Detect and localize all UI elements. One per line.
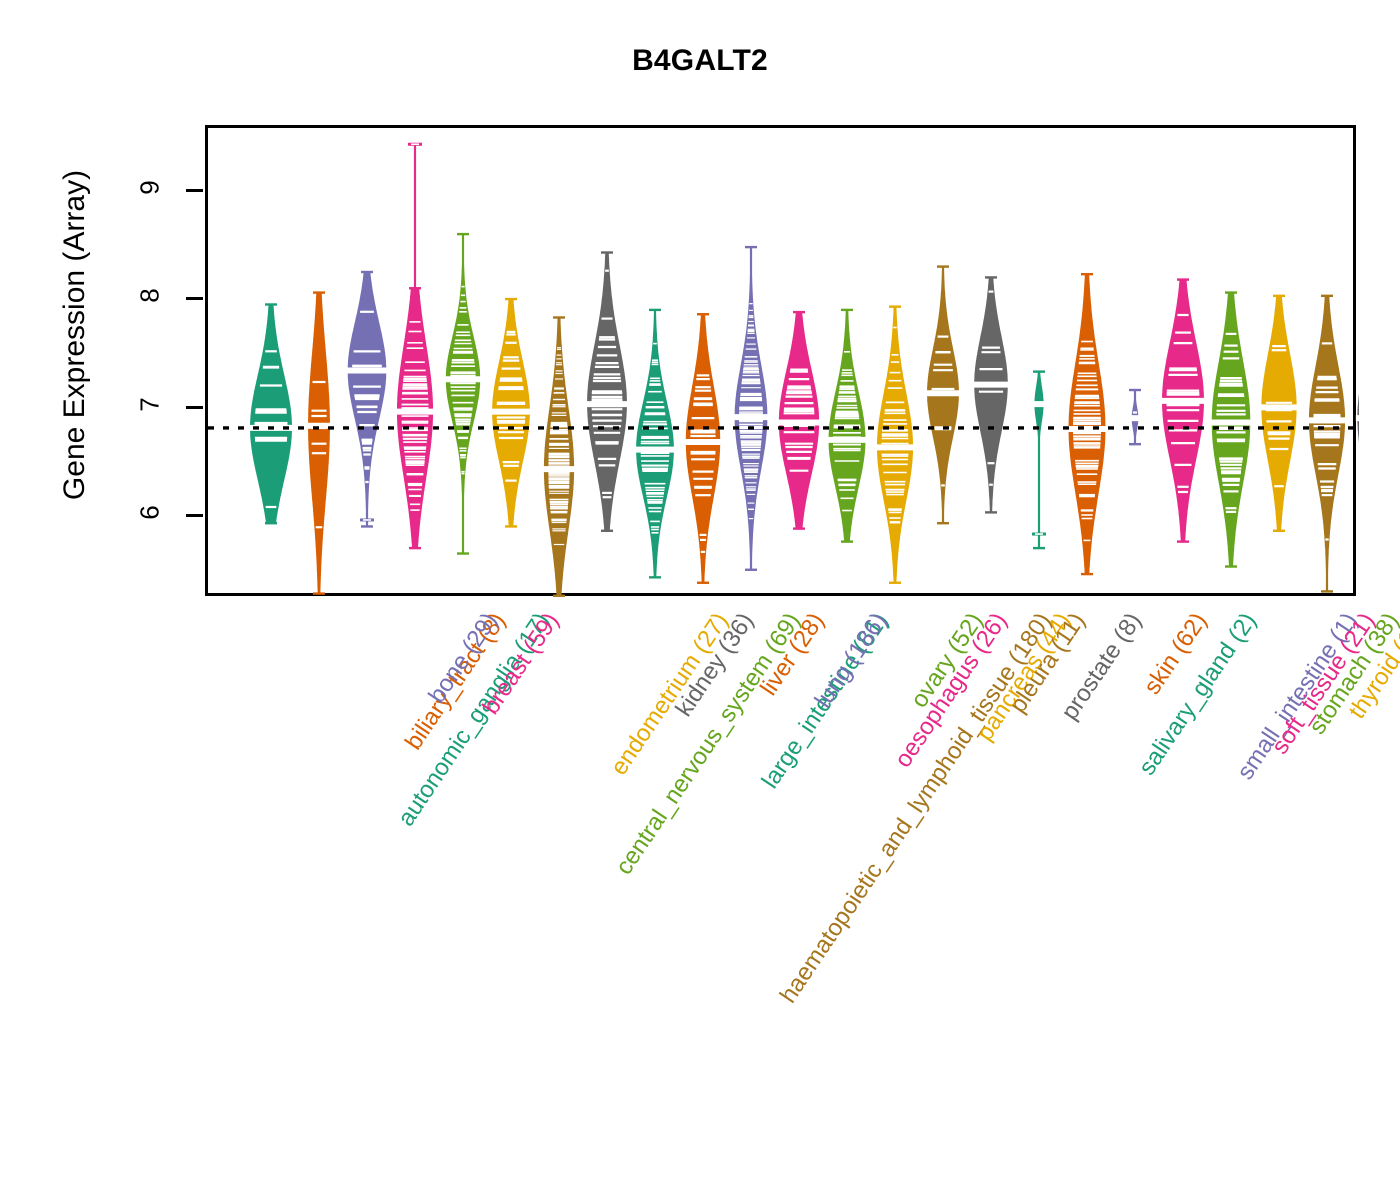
violin-group bbox=[248, 303, 294, 525]
violin-body bbox=[396, 288, 434, 549]
violin-group bbox=[444, 232, 482, 555]
violin-group bbox=[1307, 294, 1347, 593]
violin-group bbox=[1355, 393, 1359, 443]
y-axis-title: Gene Expression (Array) bbox=[58, 169, 91, 501]
violin-body bbox=[1034, 371, 1044, 549]
y-tick-mark bbox=[186, 297, 203, 301]
y-tick-label: 7 bbox=[134, 396, 165, 412]
violin-group bbox=[395, 142, 435, 550]
violin-body bbox=[1261, 295, 1297, 531]
y-tick-label: 9 bbox=[134, 180, 165, 195]
violin-group bbox=[346, 270, 388, 528]
y-tick-mark bbox=[186, 405, 203, 409]
violin-body bbox=[1308, 295, 1346, 592]
y-tick-mark bbox=[186, 188, 203, 192]
violin-plot-svg bbox=[208, 142, 1359, 597]
violin-group bbox=[777, 310, 821, 530]
violin-group bbox=[1067, 272, 1107, 576]
violin-group bbox=[1129, 388, 1141, 446]
violin-group bbox=[684, 313, 722, 584]
violin-group bbox=[827, 308, 867, 543]
y-tick-label: 6 bbox=[134, 505, 165, 520]
violin-group bbox=[925, 265, 961, 525]
violin-group bbox=[733, 245, 769, 571]
violin-group bbox=[306, 291, 332, 595]
plot-area bbox=[205, 125, 1359, 597]
violin-group bbox=[1032, 370, 1046, 550]
violin-group bbox=[1160, 278, 1206, 543]
violin-group bbox=[634, 308, 676, 579]
violin-group bbox=[585, 251, 629, 532]
violin-body bbox=[1357, 393, 1359, 443]
violin-body bbox=[250, 304, 292, 524]
y-tick-mark bbox=[186, 513, 203, 517]
violin-body bbox=[445, 234, 481, 554]
violin-group bbox=[1259, 294, 1299, 532]
violin-group bbox=[490, 297, 532, 528]
violin-group bbox=[972, 276, 1010, 514]
y-tick-label: 8 bbox=[134, 288, 165, 303]
violin-group bbox=[542, 316, 576, 597]
violin-body bbox=[974, 277, 1008, 513]
page-title: B4GALT2 bbox=[632, 44, 768, 77]
violin-group bbox=[875, 305, 915, 584]
violin-body bbox=[685, 314, 721, 583]
